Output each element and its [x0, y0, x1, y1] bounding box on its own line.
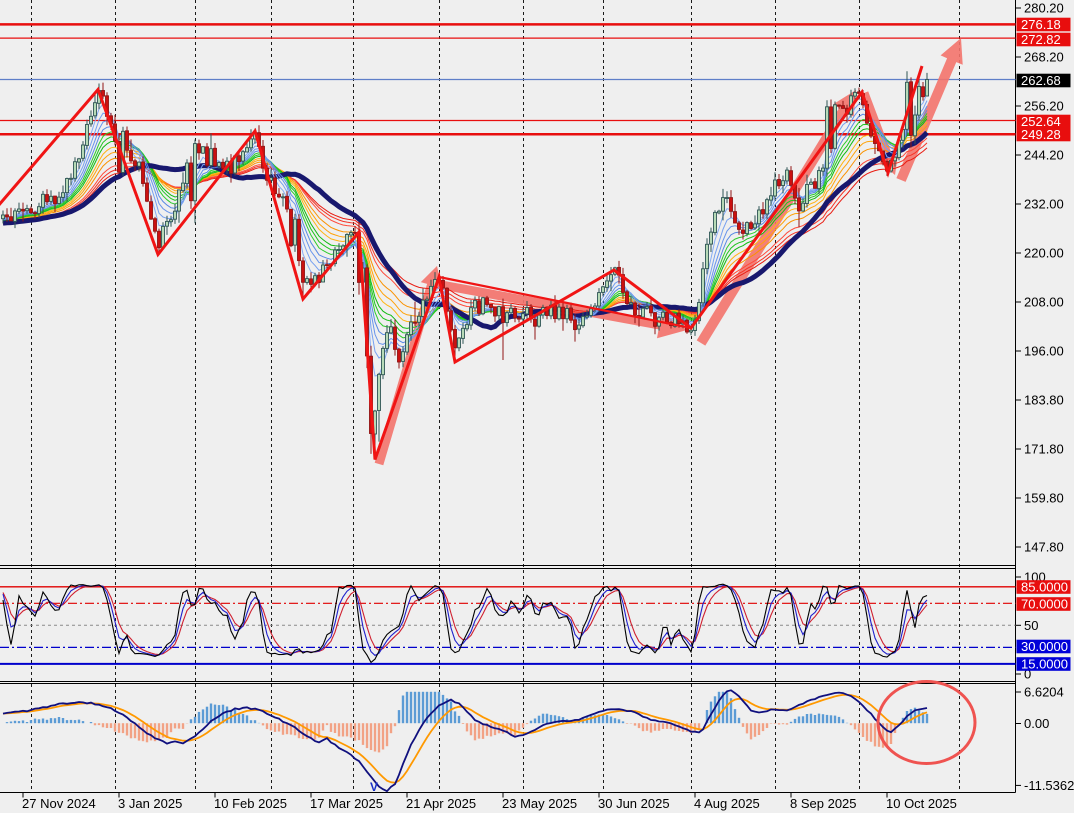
svg-text:280.20: 280.20	[1024, 1, 1064, 16]
svg-text:21 Apr 2025: 21 Apr 2025	[406, 796, 476, 811]
svg-text:171.80: 171.80	[1024, 442, 1064, 457]
svg-text:70.0000: 70.0000	[1021, 597, 1068, 612]
svg-text:50: 50	[1024, 618, 1038, 633]
svg-text:262.68: 262.68	[1021, 73, 1061, 88]
svg-text:147.80: 147.80	[1024, 540, 1064, 555]
svg-text:8 Sep 2025: 8 Sep 2025	[790, 796, 857, 811]
svg-text:3 Jan 2025: 3 Jan 2025	[118, 796, 182, 811]
svg-text:30.0000: 30.0000	[1021, 639, 1068, 654]
svg-text:0.00: 0.00	[1024, 716, 1049, 731]
svg-text:6.6204: 6.6204	[1024, 685, 1064, 700]
svg-text:220.00: 220.00	[1024, 246, 1064, 261]
svg-text:0: 0	[1024, 667, 1031, 682]
svg-text:272.82: 272.82	[1021, 32, 1061, 47]
svg-text:30 Jun 2025: 30 Jun 2025	[598, 796, 670, 811]
svg-text:196.00: 196.00	[1024, 344, 1064, 359]
svg-text:232.00: 232.00	[1024, 197, 1064, 212]
svg-text:85.0000: 85.0000	[1021, 580, 1068, 595]
svg-text:10 Oct 2025: 10 Oct 2025	[886, 796, 957, 811]
svg-text:249.28: 249.28	[1021, 127, 1061, 142]
svg-text:276.18: 276.18	[1021, 17, 1061, 32]
svg-text:244.20: 244.20	[1024, 148, 1064, 163]
svg-text:183.80: 183.80	[1024, 393, 1064, 408]
svg-text:-11.5362: -11.5362	[1024, 778, 1074, 793]
svg-text:268.20: 268.20	[1024, 50, 1064, 65]
svg-text:159.80: 159.80	[1024, 491, 1064, 506]
svg-text:27 Nov 2024: 27 Nov 2024	[22, 796, 96, 811]
svg-text:23 May 2025: 23 May 2025	[502, 796, 577, 811]
svg-text:4 Aug 2025: 4 Aug 2025	[694, 796, 760, 811]
svg-text:256.20: 256.20	[1024, 99, 1064, 114]
svg-text:15.0000: 15.0000	[1021, 657, 1068, 672]
svg-text:208.00: 208.00	[1024, 295, 1064, 310]
svg-text:252.64: 252.64	[1021, 114, 1061, 129]
svg-text:V: V	[370, 780, 378, 794]
svg-text:10 Feb 2025: 10 Feb 2025	[214, 796, 287, 811]
svg-text:17 Mar 2025: 17 Mar 2025	[310, 796, 383, 811]
